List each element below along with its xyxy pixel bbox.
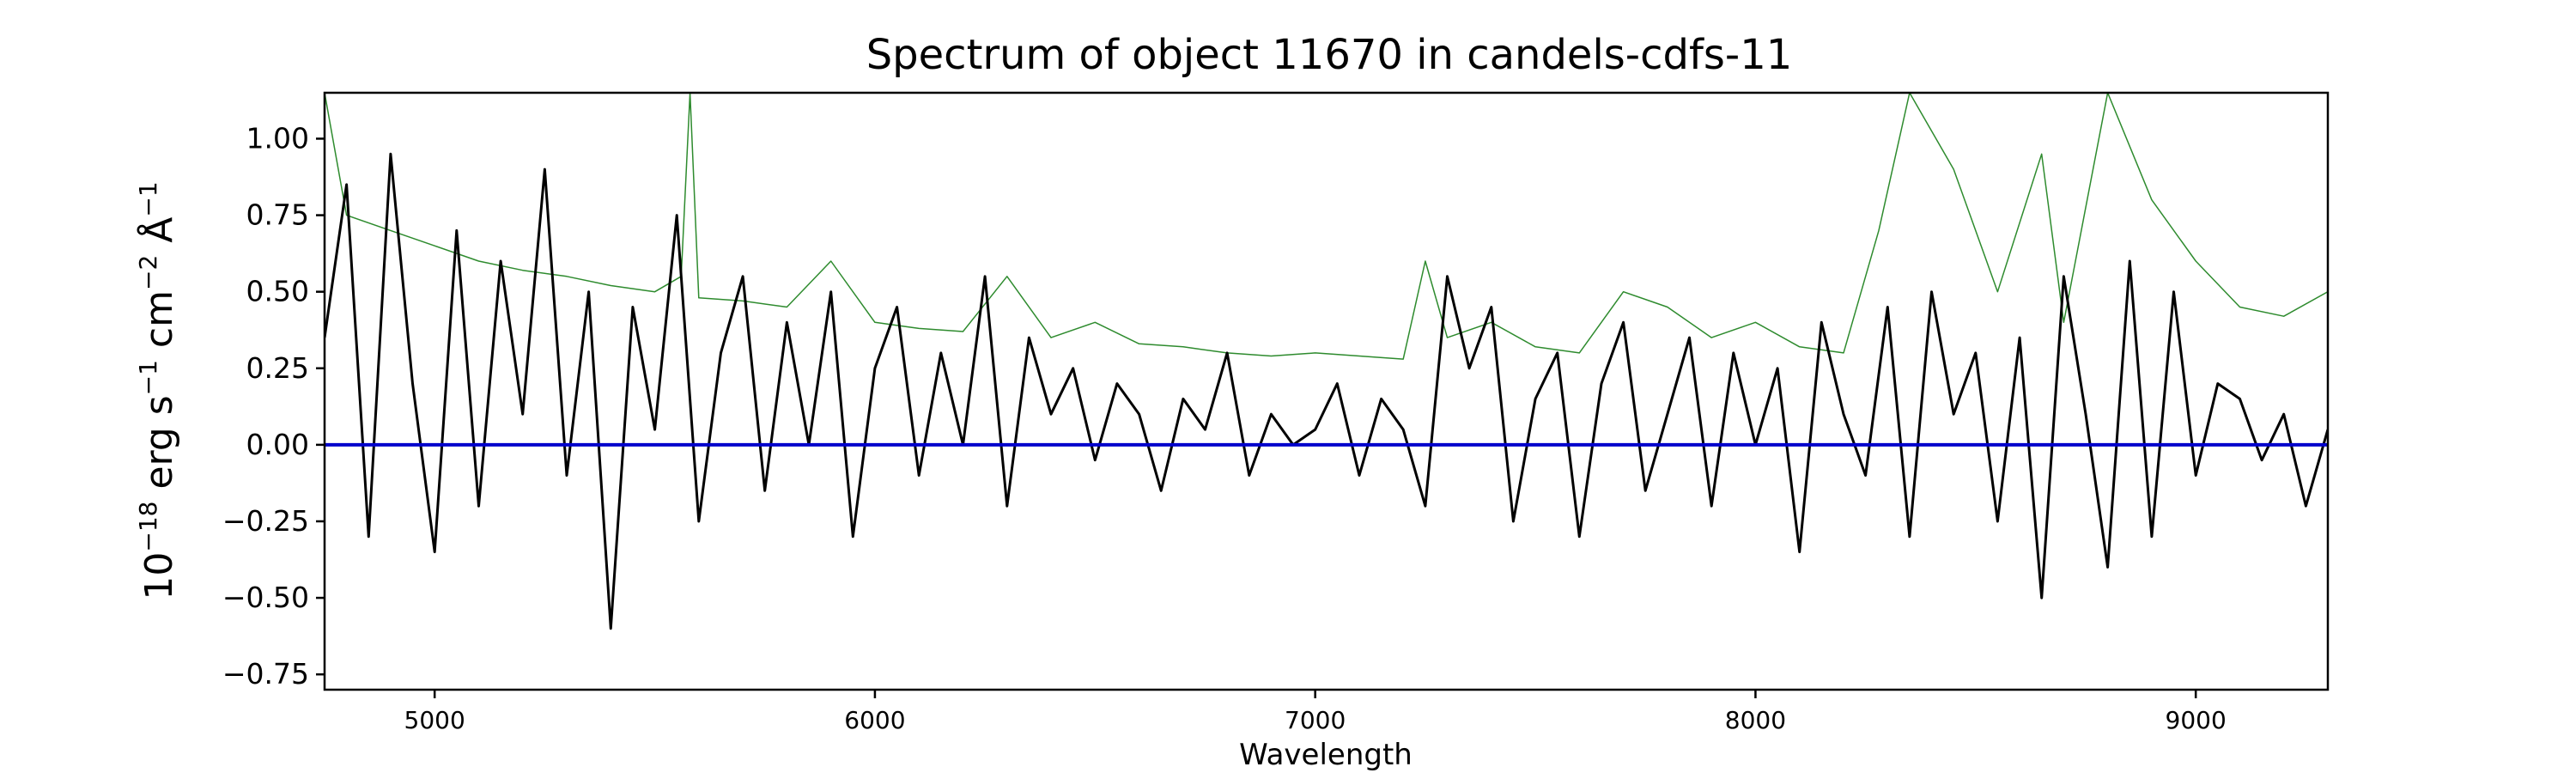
chart-title: Spectrum of object 11670 in candels-cdfs… [866,31,1793,79]
x-tick-label: 6000 [844,706,905,734]
y-tick-label: −0.75 [222,657,309,691]
y-label-unit2: cm [137,290,181,360]
x-axis-ticks: 5000 6000 7000 8000 9000 [404,690,2227,734]
y-label-unit1: erg s [137,395,181,501]
error-spectrum-layer [325,93,2328,360]
x-tick-label: 8000 [1725,706,1786,734]
y-label-exp: −18 [134,502,162,552]
y-label-unit3: Å [136,217,181,255]
flux-spectrum-layer [325,152,2328,630]
y-tick-label: 0.25 [246,351,309,385]
y-tick-label: 0.75 [246,198,309,232]
x-tick-label: 9000 [2166,706,2227,734]
y-tick-label: 0.00 [246,428,309,461]
y-axis-ticks: 1.00 0.75 0.50 0.25 0.00 −0.25 −0.50 −0.75 [222,121,325,691]
y-tick-label: −0.50 [222,581,309,614]
error-series-line [325,93,2328,360]
y-tick-label: −0.25 [222,504,309,538]
y-label-unit3-exp: −1 [134,181,162,216]
x-tick-label: 5000 [404,706,465,734]
y-tick-label: 0.50 [246,275,309,308]
y-label-unit2-exp: −2 [134,255,162,290]
x-axis-label: Wavelength [1239,738,1413,772]
y-label-unit1-exp: −1 [134,360,162,395]
y-tick-label: 1.00 [246,121,309,155]
flux-series-line [325,152,2328,630]
y-axis-label: 10−18 erg s−1 cm−2 Å−1 [134,181,181,600]
y-label-base: 10 [137,552,181,600]
plot-frame [323,91,2330,691]
plot-area [325,93,2328,630]
x-tick-label: 7000 [1285,706,1346,734]
